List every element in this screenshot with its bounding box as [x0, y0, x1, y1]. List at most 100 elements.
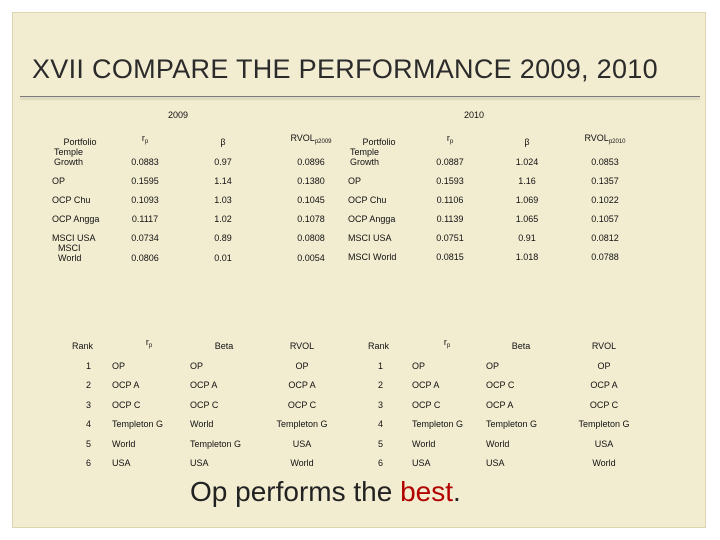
rvol-value: 0.1357: [591, 176, 619, 186]
rvol-rank-cell: OCP A: [288, 380, 316, 390]
rank-number: 3: [378, 399, 384, 410]
column-header-beta: Beta: [214, 341, 234, 351]
table-header-row: Rank rp Beta RVOL: [366, 321, 650, 351]
rvol-rank-cell: OCP C: [589, 399, 619, 410]
rvol-value: 0.1022: [591, 195, 619, 205]
table-row: MSCI World 0.0806 0.01 0.0054: [52, 243, 358, 263]
rvol-value: 0.1057: [591, 214, 619, 224]
table-row: 4 Templeton G Templeton G Templeton G: [366, 410, 650, 430]
rvol-rank-cell: World: [592, 458, 616, 468]
beta-value: 0.01: [214, 253, 232, 263]
table-row: OCP Angga 0.1139 1.065 0.1057: [348, 205, 646, 224]
beta-rank-cell: OCP A: [190, 380, 218, 390]
beta-rank-cell: OCP A: [486, 399, 514, 410]
table-header-row: Rank rp Beta RVOL: [70, 321, 344, 351]
table-row: 3 OCP C OCP A OCP C: [366, 390, 650, 410]
rvol-value: 0.0812: [591, 233, 619, 243]
portfolio-name: OCP Chu: [348, 195, 387, 205]
beta-value: 1.065: [515, 214, 539, 224]
beta-value: 1.16: [518, 176, 536, 186]
rvol-value: 0.0054: [297, 253, 325, 263]
rvol-value: 0.1078: [297, 214, 325, 224]
rp-rank-cell: World: [412, 438, 436, 449]
portfolio-name: MSCI USA: [348, 233, 392, 243]
rvol-rank-cell: OCP C: [287, 399, 317, 410]
table-row: 2 OCP A OCP A OCP A: [70, 371, 344, 391]
rank-number: 2: [86, 380, 92, 390]
column-header-rank: Rank: [72, 341, 94, 351]
column-header-rvol: RVOL: [289, 341, 315, 351]
ranking-table-2010: Rank rp Beta RVOL 1 OP OP OP 2 OCP A OCP…: [366, 321, 650, 468]
beta-rank-cell: OCP C: [486, 380, 515, 390]
beta-value: 1.069: [515, 195, 539, 205]
portfolio-name: OCP Angga: [52, 214, 100, 224]
table-row: OCP Chu 0.1106 1.069 0.1022: [348, 186, 646, 205]
rp-rank-cell: USA: [412, 458, 431, 468]
portfolio-name: MSCI World: [348, 252, 397, 262]
rp-rank-cell: World: [112, 438, 136, 449]
table-row: OP 0.1595 1.14 0.1380: [52, 167, 358, 186]
performance-table-2010: Portfolio Temple Growth rp 0.0887 β 1.02…: [348, 127, 646, 262]
column-header-rvol: RVOLp2010 0.0853: [584, 133, 626, 167]
beta-rank-cell: OP: [190, 360, 204, 371]
beta-rank-cell: OP: [486, 360, 500, 371]
column-header-portfolio: Portfolio Temple Growth: [54, 137, 97, 167]
table-row: 2 OCP A OCP C OCP A: [366, 371, 650, 391]
beta-rank-cell: World: [190, 419, 214, 429]
rvol-rank-cell: Templeton G: [578, 419, 630, 429]
table-row: 5 World World USA: [366, 429, 650, 449]
rp-rank-cell: OCP A: [412, 380, 440, 390]
rp-rank-cell: Templeton G: [112, 419, 164, 429]
beta-rank-cell: Templeton G: [190, 438, 242, 449]
rp-value: 0.1595: [131, 176, 159, 186]
rp-rank-cell: OP: [112, 360, 126, 371]
column-header-rank: Rank: [368, 341, 390, 351]
conclusion-highlight: best: [400, 476, 454, 507]
rp-value: 0.1117: [131, 214, 159, 224]
table-row: 4 Templeton G World Templeton G: [70, 410, 344, 430]
beta-rank-cell: USA: [486, 458, 505, 468]
title-divider: [20, 96, 700, 97]
table-row: 6 USA USA World: [70, 449, 344, 469]
column-header-portfolio: Portfolio Temple Growth: [350, 137, 396, 167]
beta-value: 0.89: [214, 233, 232, 243]
column-header-rp: rp: [443, 337, 451, 349]
rank-number: 5: [378, 438, 384, 449]
table-row: MSCI USA 0.0734 0.89 0.0808: [52, 224, 358, 243]
column-header-rvol: RVOL: [591, 341, 617, 351]
portfolio-name: OP: [52, 176, 66, 186]
portfolio-name: OCP Chu: [52, 195, 91, 205]
table-header-row: Portfolio Temple Growth rp 0.0887 β 1.02…: [348, 127, 646, 167]
rp-rank-cell: OCP C: [412, 399, 441, 410]
table-row: OCP Chu 0.1093 1.03 0.1045: [52, 186, 358, 205]
slide-background: [12, 12, 706, 528]
beta-value: 1.018: [515, 252, 539, 262]
column-header-rvol: RVOLp2009 0.0896: [290, 133, 332, 167]
column-header-rp: rp 0.0887: [436, 133, 464, 167]
portfolio-name: MSCI USA: [52, 233, 96, 243]
column-header-beta: Beta: [511, 341, 531, 351]
table-row: OP 0.1593 1.16 0.1357: [348, 167, 646, 186]
rp-value: 0.0815: [436, 252, 464, 262]
page-title: XVII COMPARE THE PERFORMANCE 2009, 2010: [32, 54, 658, 84]
table-row: MSCI USA 0.0751 0.91 0.0812: [348, 224, 646, 243]
table-row: 6 USA USA World: [366, 449, 650, 469]
rp-value: 0.0806: [131, 253, 159, 263]
rvol-rank-cell: USA: [594, 438, 614, 449]
beta-value: 0.91: [518, 233, 536, 243]
beta-rank-cell: World: [486, 438, 510, 449]
rank-number: 5: [86, 438, 92, 449]
rank-number: 1: [378, 360, 384, 371]
rvol-value: 0.0808: [297, 233, 325, 243]
table-row: 1 OP OP OP: [70, 351, 344, 371]
performance-table-2009: Portfolio Temple Growth rp 0.0883 β 0.97…: [52, 127, 358, 263]
rvol-value: 0.1045: [297, 195, 325, 205]
column-header-rp: rp 0.0883: [131, 133, 159, 167]
rvol-rank-cell: World: [290, 458, 314, 468]
rvol-rank-cell: USA: [292, 438, 312, 449]
rank-number: 6: [378, 458, 384, 468]
column-header-beta: β 0.97: [214, 137, 232, 167]
rp-rank-cell: OP: [412, 360, 426, 371]
rvol-rank-cell: OP: [295, 360, 309, 371]
rp-value: 0.1093: [131, 195, 159, 205]
